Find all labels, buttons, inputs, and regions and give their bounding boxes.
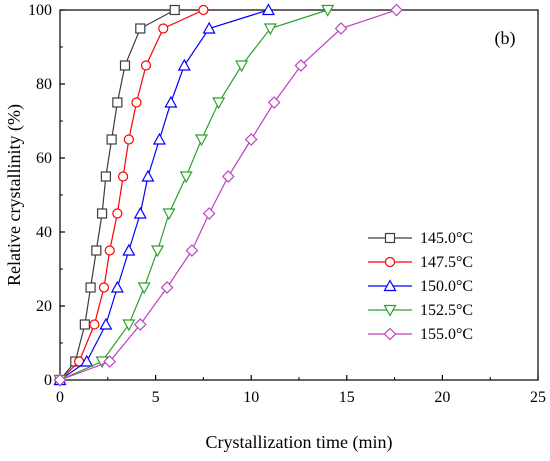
data-point xyxy=(137,282,151,295)
x-tick-label: 20 xyxy=(434,389,450,406)
data-point xyxy=(100,171,111,182)
legend-item: 152.5°C xyxy=(368,302,473,319)
data-point xyxy=(117,171,129,182)
data-point xyxy=(267,96,281,109)
series-line xyxy=(59,9,204,381)
data-point xyxy=(179,171,193,184)
data-point xyxy=(212,97,226,110)
legend-marker xyxy=(383,327,397,341)
series-2 xyxy=(53,3,275,386)
legend-marker xyxy=(384,256,396,268)
data-point xyxy=(261,3,275,16)
data-point xyxy=(122,243,136,256)
data-point xyxy=(198,4,209,16)
legend-item: 145.0°C xyxy=(368,230,473,247)
y-tick-label: 80 xyxy=(36,76,52,93)
data-point xyxy=(123,134,134,145)
data-point xyxy=(221,170,235,183)
y-axis-label: Relative crystallinity (%) xyxy=(4,104,25,286)
data-point xyxy=(119,60,131,71)
y-tick-label: 20 xyxy=(36,298,52,315)
legend-label: 150.0°C xyxy=(420,278,473,295)
data-point xyxy=(202,21,216,34)
data-point xyxy=(104,245,115,256)
series-line xyxy=(59,9,397,381)
data-point xyxy=(334,22,348,35)
x-axis: 0 5 10 15 20 25 xyxy=(56,375,546,406)
y-tick-label: 0 xyxy=(44,372,52,389)
x-axis-label: Crystallization time (min) xyxy=(206,432,393,453)
y-tick-label: 40 xyxy=(36,224,52,241)
data-point xyxy=(133,206,147,219)
data-point xyxy=(160,281,174,294)
y-axis: 0 20 40 60 80 100 xyxy=(28,2,65,389)
data-point xyxy=(140,60,152,71)
y-tick-label: 60 xyxy=(36,150,52,167)
data-point xyxy=(135,23,146,34)
panel-label: (b) xyxy=(495,28,516,49)
data-point xyxy=(122,319,136,332)
data-point xyxy=(164,95,178,108)
legend-item: 150.0°C xyxy=(368,278,473,295)
series-line xyxy=(59,9,176,381)
data-point xyxy=(96,208,108,219)
x-tick-label: 5 xyxy=(152,389,160,406)
data-point xyxy=(98,282,110,293)
data-point xyxy=(177,58,191,71)
series-3 xyxy=(53,4,335,387)
data-point xyxy=(150,245,165,258)
legend-marker xyxy=(384,232,396,244)
data-point xyxy=(80,354,94,367)
series-layer xyxy=(53,3,403,387)
series-4 xyxy=(53,3,403,387)
series-line xyxy=(59,9,328,381)
data-point xyxy=(294,59,308,72)
data-point xyxy=(89,319,100,330)
data-point xyxy=(112,97,123,108)
legend-label: 147.5°C xyxy=(420,254,473,271)
data-point xyxy=(390,3,403,17)
data-point xyxy=(99,317,113,330)
legend-marker xyxy=(383,304,397,317)
data-point xyxy=(112,208,123,219)
legend: 145.0°C 147.5°C 150.0°C 152.5°C 155.0°C xyxy=(368,230,473,343)
x-tick-label: 15 xyxy=(339,389,355,406)
data-point xyxy=(106,134,117,145)
legend-label: 145.0°C xyxy=(420,230,473,247)
data-point xyxy=(158,23,169,34)
data-point xyxy=(263,23,277,36)
data-point xyxy=(91,245,102,256)
legend-label: 152.5°C xyxy=(420,302,473,319)
legend-item: 155.0°C xyxy=(368,326,473,343)
data-point xyxy=(141,169,155,182)
data-point xyxy=(103,355,117,368)
legend-label: 155.0°C xyxy=(420,326,473,343)
data-point xyxy=(185,244,199,257)
data-point xyxy=(235,60,249,73)
data-point xyxy=(321,4,335,17)
data-point xyxy=(194,134,209,147)
data-point xyxy=(53,373,67,387)
data-point xyxy=(152,132,166,145)
legend-marker xyxy=(383,279,397,292)
legend-item: 147.5°C xyxy=(368,254,473,271)
data-point xyxy=(133,318,147,331)
series-0 xyxy=(54,4,180,386)
series-line xyxy=(59,9,269,381)
data-point xyxy=(202,207,216,220)
data-point xyxy=(244,133,258,146)
data-point xyxy=(85,282,96,293)
x-tick-label: 25 xyxy=(530,389,546,406)
data-point xyxy=(169,4,180,16)
data-point xyxy=(131,97,142,108)
data-point xyxy=(79,319,90,330)
data-point xyxy=(110,280,124,293)
x-tick-label: 0 xyxy=(56,389,64,406)
x-tick-label: 10 xyxy=(243,389,259,406)
data-point xyxy=(162,208,176,221)
y-tick-label: 100 xyxy=(28,2,52,19)
